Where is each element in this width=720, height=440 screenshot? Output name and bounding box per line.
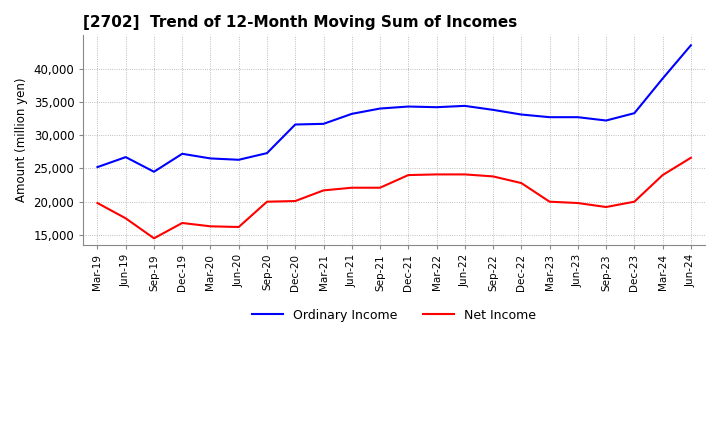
Net Income bbox=[574, 200, 582, 205]
Ordinary Income bbox=[489, 107, 498, 113]
Net Income bbox=[291, 198, 300, 204]
Legend: Ordinary Income, Net Income: Ordinary Income, Net Income bbox=[247, 304, 541, 327]
Net Income bbox=[122, 216, 130, 221]
Ordinary Income bbox=[150, 169, 158, 174]
Line: Ordinary Income: Ordinary Income bbox=[97, 45, 691, 172]
Y-axis label: Amount (million yen): Amount (million yen) bbox=[15, 78, 28, 202]
Net Income bbox=[206, 224, 215, 229]
Ordinary Income bbox=[602, 118, 611, 123]
Ordinary Income bbox=[432, 105, 441, 110]
Ordinary Income bbox=[658, 76, 667, 81]
Net Income bbox=[489, 174, 498, 179]
Ordinary Income bbox=[404, 104, 413, 109]
Ordinary Income bbox=[687, 43, 696, 48]
Net Income bbox=[235, 224, 243, 230]
Ordinary Income bbox=[545, 114, 554, 120]
Net Income bbox=[93, 200, 102, 205]
Net Income bbox=[348, 185, 356, 191]
Net Income bbox=[319, 188, 328, 193]
Ordinary Income bbox=[122, 154, 130, 160]
Ordinary Income bbox=[517, 112, 526, 117]
Ordinary Income bbox=[461, 103, 469, 109]
Ordinary Income bbox=[93, 165, 102, 170]
Net Income bbox=[687, 155, 696, 161]
Ordinary Income bbox=[630, 110, 639, 116]
Ordinary Income bbox=[263, 150, 271, 156]
Net Income bbox=[432, 172, 441, 177]
Net Income bbox=[263, 199, 271, 204]
Net Income bbox=[545, 199, 554, 204]
Net Income bbox=[404, 172, 413, 178]
Ordinary Income bbox=[235, 157, 243, 162]
Ordinary Income bbox=[319, 121, 328, 126]
Net Income bbox=[376, 185, 384, 191]
Text: [2702]  Trend of 12-Month Moving Sum of Incomes: [2702] Trend of 12-Month Moving Sum of I… bbox=[84, 15, 518, 30]
Net Income bbox=[517, 180, 526, 186]
Ordinary Income bbox=[376, 106, 384, 111]
Net Income bbox=[150, 236, 158, 241]
Net Income bbox=[178, 220, 186, 226]
Net Income bbox=[602, 205, 611, 210]
Net Income bbox=[461, 172, 469, 177]
Ordinary Income bbox=[291, 122, 300, 127]
Ordinary Income bbox=[206, 156, 215, 161]
Ordinary Income bbox=[178, 151, 186, 157]
Line: Net Income: Net Income bbox=[97, 158, 691, 238]
Net Income bbox=[630, 199, 639, 204]
Ordinary Income bbox=[574, 114, 582, 120]
Ordinary Income bbox=[348, 111, 356, 117]
Net Income bbox=[658, 172, 667, 178]
